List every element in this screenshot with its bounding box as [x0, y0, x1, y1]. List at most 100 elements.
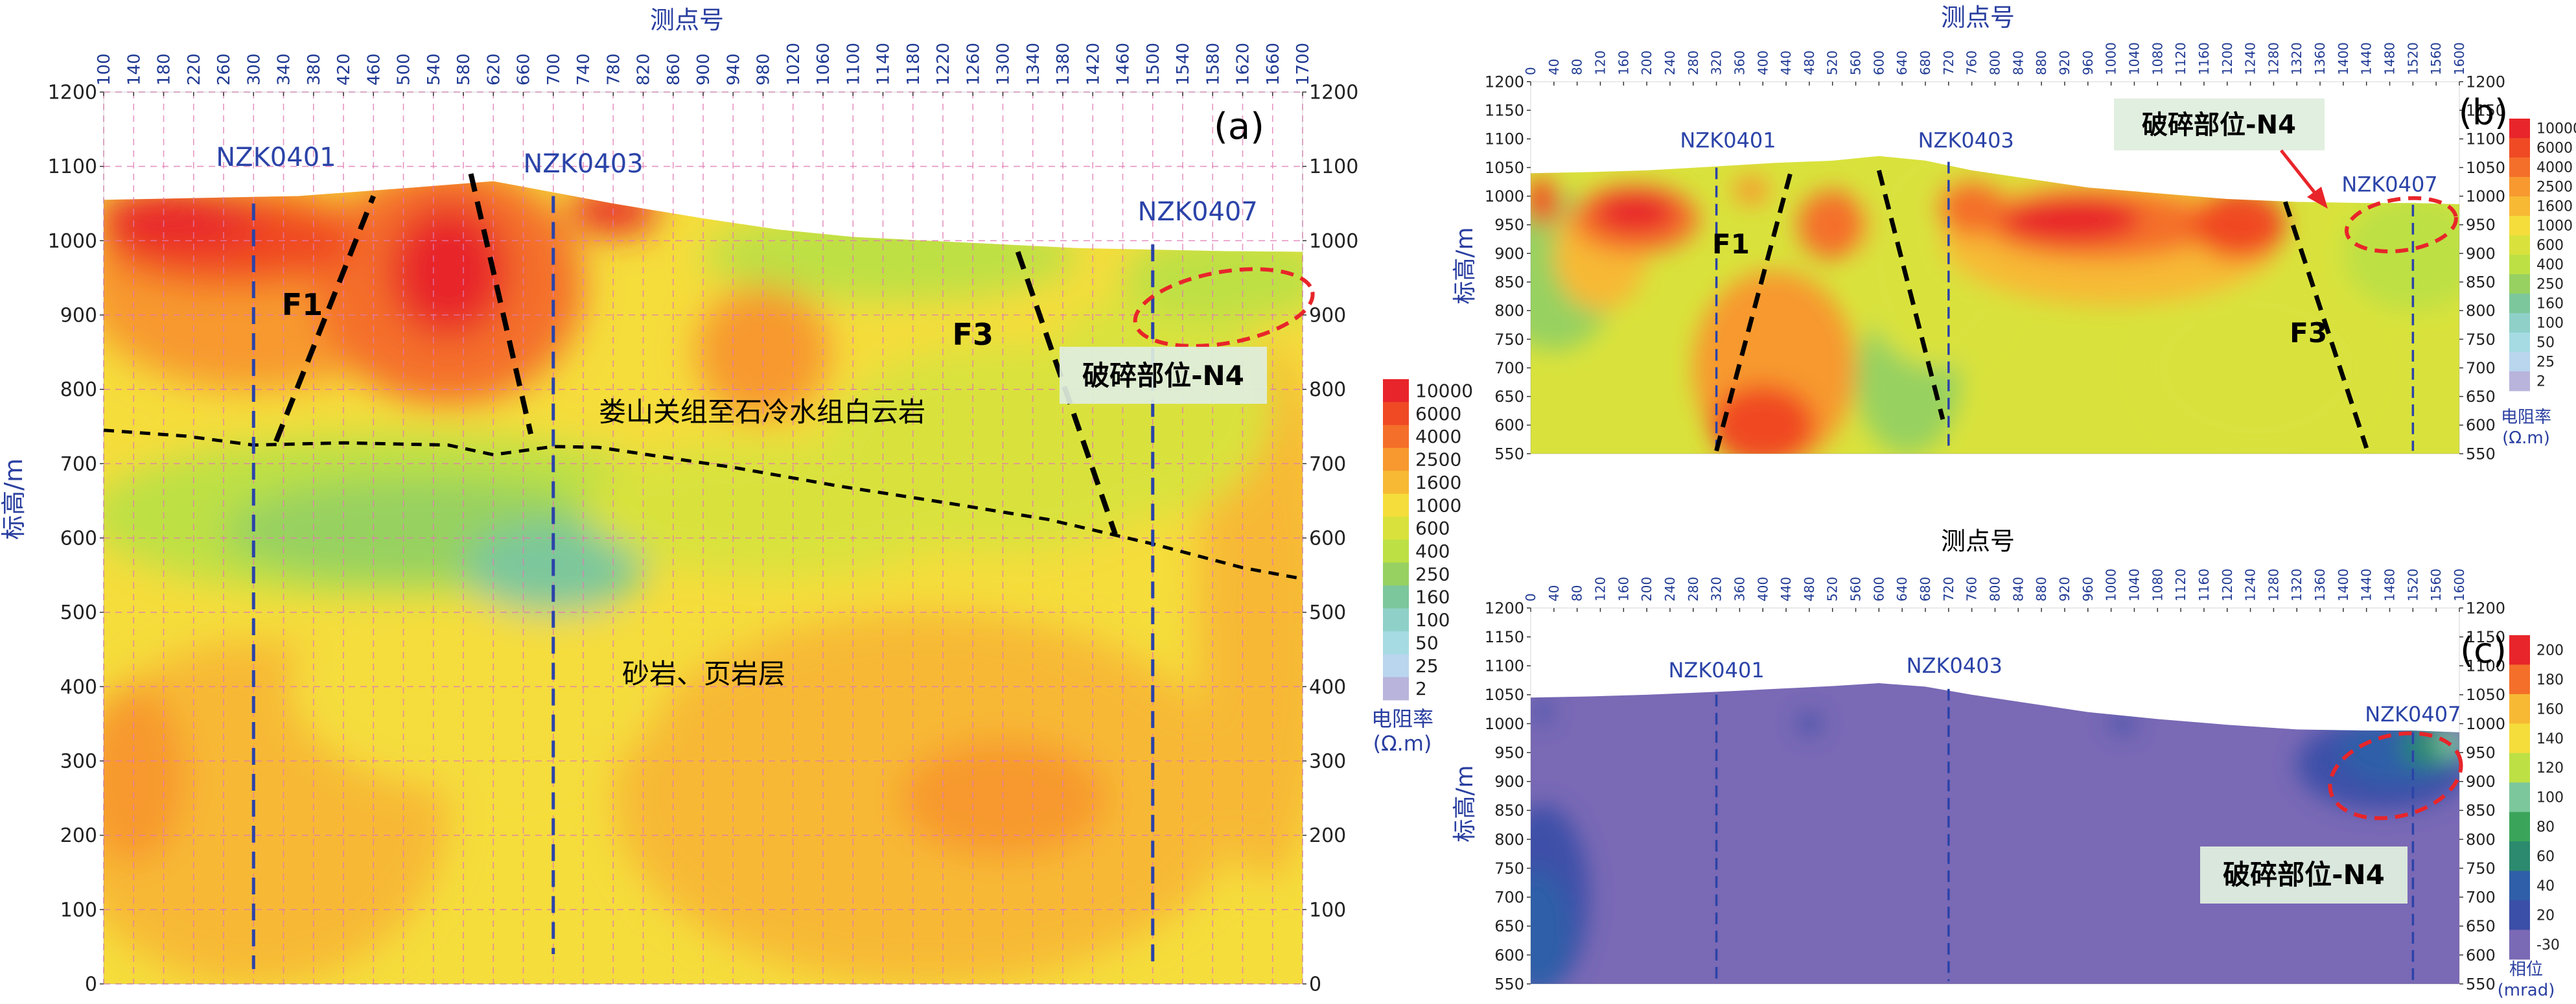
- x-tick-label: 520: [1825, 51, 1840, 75]
- x-tick-label: 320: [1709, 51, 1724, 75]
- fault-line: [273, 195, 376, 443]
- fracture-zone-label-box: [2200, 846, 2408, 904]
- x-tick-label: 1340: [1024, 43, 1043, 86]
- y-tick-label-right: 600: [1309, 528, 1346, 550]
- x-tick-label: 640: [1894, 577, 1910, 601]
- x-tick-label: 1080: [2150, 42, 2165, 75]
- colorbar-label: 6000: [1415, 403, 1461, 425]
- y-tick-label-left: 950: [1494, 216, 1524, 234]
- x-tick-label: 840: [2010, 577, 2026, 601]
- y-tick-label-left: 400: [60, 676, 97, 699]
- fracture-zone-label-box: [2114, 99, 2325, 150]
- colorbar-title: 相位: [2509, 960, 2543, 979]
- x-tick-label: 560: [1848, 577, 1864, 601]
- colorbar-swatch: [2509, 929, 2530, 960]
- x-tick-label: 660: [515, 53, 534, 86]
- annotation-sandstone: 砂岩、页岩层: [622, 658, 785, 690]
- x-tick-label: 840: [2010, 51, 2026, 75]
- anomaly-blob: [1122, 233, 1303, 323]
- x-tick-label: 460: [364, 53, 384, 86]
- y-tick-label-left: 1200: [1485, 73, 1524, 91]
- anomaly-blob: [2001, 196, 2141, 242]
- colorbar-swatch: [2509, 177, 2530, 197]
- x-tick-label: 720: [1941, 51, 1956, 75]
- x-tick-label: 680: [1918, 51, 1933, 75]
- y-tick-label-right: 200: [1309, 824, 1346, 847]
- x-tick-label: 880: [2034, 577, 2049, 601]
- colorbar-label: 25: [1415, 655, 1439, 677]
- panel-a-overlays: NZK0401 NZK0403 NZK0407 F1 F3 破碎部位-N4: [103, 143, 1315, 970]
- y-tick-label-left: 650: [1494, 388, 1524, 406]
- x-tick-label: 1560: [2428, 42, 2444, 75]
- colorbar-swatch: [1383, 425, 1409, 449]
- y-tick-label-right: 1000: [1309, 230, 1358, 253]
- y-tick-label-left: 550: [1494, 975, 1524, 993]
- x-tick-label: 640: [1894, 51, 1910, 75]
- colorbar-label: 25: [2536, 355, 2555, 371]
- x-tick-label: 1000: [2104, 42, 2119, 75]
- x-tick-label: 1660: [1264, 43, 1283, 86]
- colorbar-label: 50: [1415, 632, 1439, 653]
- x-tick-label: 920: [2057, 51, 2072, 75]
- colorbar-swatch: [1383, 493, 1409, 517]
- colorbar-label: 600: [2536, 238, 2564, 254]
- x-tick-label: 440: [1778, 51, 1794, 75]
- y-tick-label-right: 800: [1309, 379, 1346, 401]
- y-tick-label-right: 850: [2466, 273, 2496, 291]
- anomaly-blob: [1797, 190, 1868, 259]
- plot-frame: [1530, 81, 2460, 454]
- y-tick-label-right: 1100: [2466, 130, 2505, 148]
- y-tick-label-left: 800: [1494, 830, 1524, 848]
- x-tick-label: 860: [664, 53, 684, 86]
- x-tick-label: 520: [1825, 577, 1840, 601]
- x-tick-label: 1180: [904, 43, 923, 86]
- panel-a: 100 140 180 220 260 300 340 380 420 460 500 540 580 6…: [0, 6, 1473, 996]
- fracture-zone-ellipse: [2328, 731, 2463, 821]
- x-tick-label: 380: [305, 53, 324, 86]
- y-tick-label-left: 300: [60, 751, 97, 773]
- y-tick-label-left: 800: [60, 379, 97, 401]
- x-tick-label: 1140: [874, 43, 894, 86]
- x-tick-label: 620: [484, 53, 504, 86]
- x-tick-label: 700: [544, 53, 564, 86]
- y-tick-label-left: 1000: [48, 230, 97, 253]
- y-tick-label-right: 100: [1309, 899, 1346, 922]
- colorbar-swatch: [1383, 631, 1409, 655]
- y-tick-label-right: 850: [2466, 802, 2496, 820]
- y-tick-label-left: 800: [1494, 302, 1524, 320]
- x-tick-label: 540: [424, 53, 444, 86]
- colorbar-swatch: [2509, 635, 2530, 665]
- x-tick-label: 200: [1639, 51, 1654, 75]
- x-tick-label: 360: [1732, 577, 1747, 601]
- x-tick-label: 1560: [2428, 568, 2444, 601]
- x-tick-label: 960: [2080, 51, 2096, 75]
- x-tick-label: 1700: [1294, 43, 1313, 86]
- y-tick-label-right: 300: [1309, 751, 1346, 773]
- anomaly-blob: [2140, 282, 2373, 454]
- colorbar-swatch: [2509, 753, 2530, 783]
- x-tick-label: 1160: [2196, 568, 2212, 601]
- x-tick-label: 1460: [1114, 43, 1133, 86]
- y-tick-label-left: 850: [1494, 802, 1524, 820]
- x-tick-label: 760: [1964, 51, 1980, 75]
- x-tick-label: 420: [334, 53, 354, 86]
- y-tick-label-left: 1150: [1485, 102, 1524, 120]
- panel-c-colorbar: 200 180 160 140 120 100 80 60 40 20 -30 相位 (mrad): [2498, 635, 2564, 1000]
- x-tick-label: 280: [1686, 577, 1701, 601]
- colorbar-label: 4000: [2536, 160, 2573, 176]
- colorbar-label: 2500: [1415, 449, 1461, 471]
- x-tick-label: 560: [1848, 51, 1864, 75]
- colorbar-swatch: [2509, 294, 2530, 314]
- x-tick-label: 1080: [2150, 568, 2165, 601]
- fracture-zone-arrow-head: [2307, 187, 2328, 209]
- colorbar-label: -30: [2536, 937, 2560, 953]
- x-tick-label: 1200: [2220, 42, 2235, 75]
- field-base: [1531, 683, 2459, 984]
- colorbar-swatch: [2509, 138, 2530, 158]
- colorbar-swatch: [2509, 216, 2530, 236]
- x-tick-label: 1320: [2289, 42, 2304, 75]
- x-tick-label: 0: [1523, 67, 1538, 75]
- y-tick-label-left: 700: [1494, 889, 1524, 907]
- anomaly-blob: [1936, 179, 2007, 237]
